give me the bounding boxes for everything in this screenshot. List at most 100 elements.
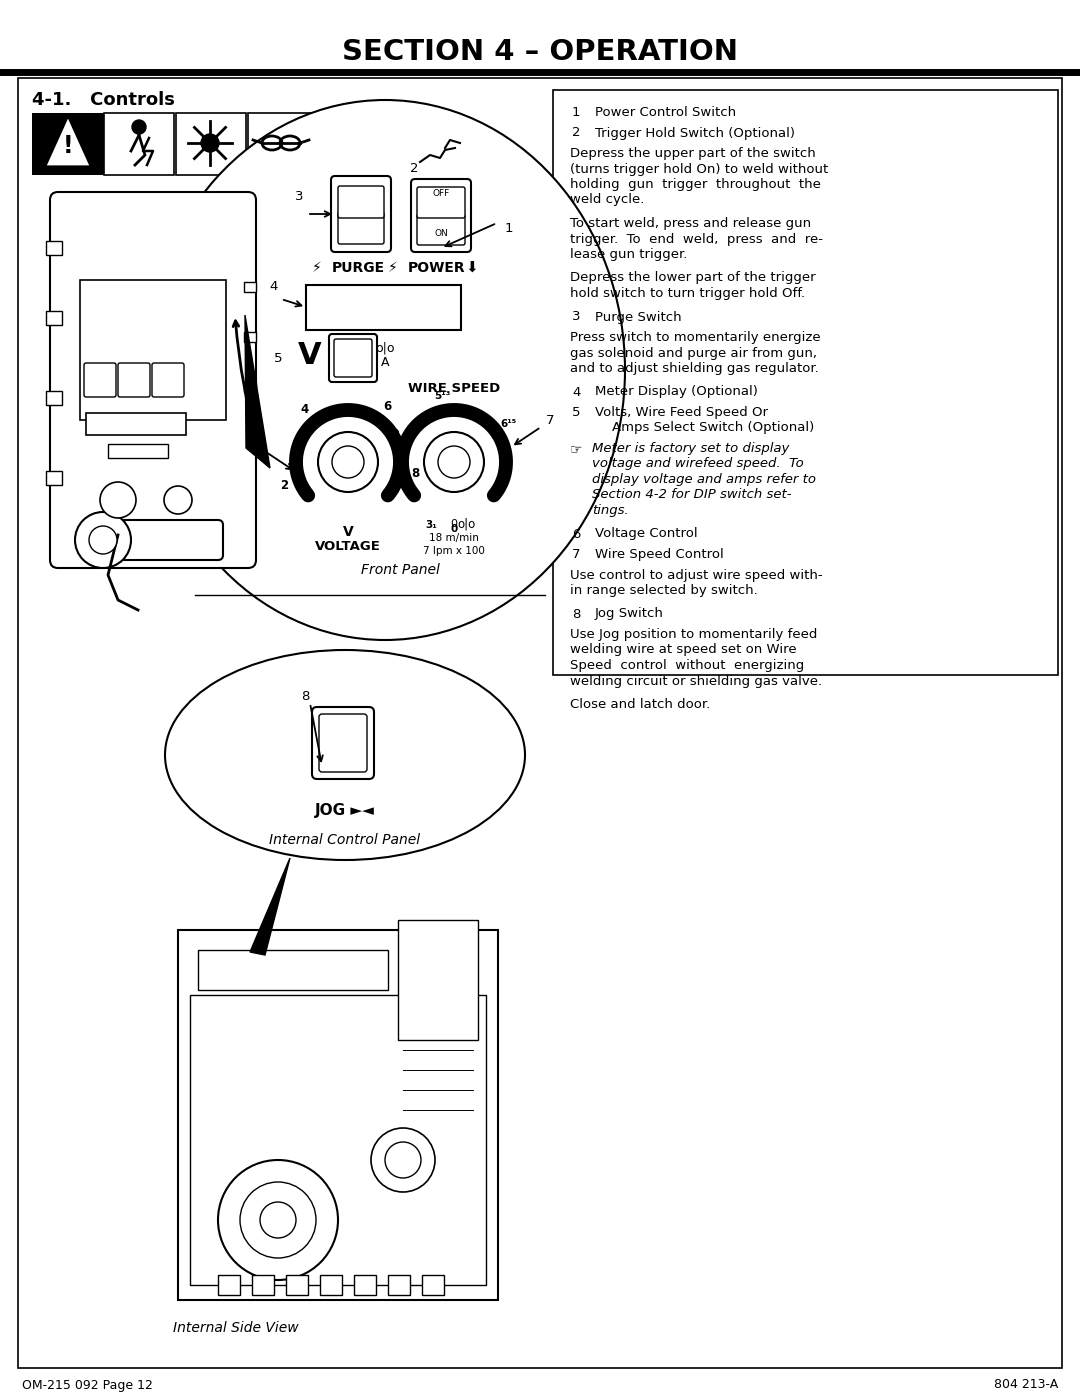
Text: 5: 5	[572, 407, 581, 419]
FancyBboxPatch shape	[83, 520, 222, 560]
Text: voltage and wirefeed speed.  To: voltage and wirefeed speed. To	[592, 457, 804, 471]
Bar	[320, 1275, 342, 1295]
Text: OM-215 092 Page 12: OM-215 092 Page 12	[22, 1379, 153, 1391]
Text: Wire Speed Control: Wire Speed Control	[595, 548, 724, 562]
Text: welding circuit or shielding gas valve.: welding circuit or shielding gas valve.	[570, 675, 822, 687]
Text: 6¹⁵: 6¹⁵	[501, 419, 517, 429]
Text: 6: 6	[572, 528, 580, 541]
Bar	[190, 995, 486, 1285]
Text: lease gun trigger.: lease gun trigger.	[570, 249, 687, 261]
FancyBboxPatch shape	[118, 363, 150, 397]
Text: PURGE: PURGE	[332, 261, 386, 275]
FancyBboxPatch shape	[50, 191, 256, 569]
FancyBboxPatch shape	[417, 187, 465, 218]
Text: Purge Switch: Purge Switch	[595, 310, 681, 324]
Bar	[176, 113, 246, 175]
Text: Jog Switch: Jog Switch	[595, 608, 664, 620]
FancyBboxPatch shape	[152, 363, 184, 397]
Bar	[252, 1275, 274, 1295]
Text: in range selected by switch.: in range selected by switch.	[570, 584, 758, 597]
Text: ⚡: ⚡	[388, 261, 397, 275]
Text: hold switch to turn trigger hold Off.: hold switch to turn trigger hold Off.	[570, 286, 805, 300]
Text: Power Control Switch: Power Control Switch	[595, 106, 737, 119]
FancyBboxPatch shape	[312, 707, 374, 780]
Bar	[80, 279, 226, 420]
Text: !: !	[63, 134, 73, 158]
Text: weld cycle.: weld cycle.	[570, 194, 645, 207]
Bar	[244, 381, 256, 393]
Circle shape	[89, 527, 117, 555]
Circle shape	[260, 1201, 296, 1238]
Text: Use control to adjust wire speed with-: Use control to adjust wire speed with-	[570, 569, 823, 581]
Text: 6: 6	[383, 400, 391, 412]
Bar	[286, 1275, 308, 1295]
Text: Speed  control  without  energizing: Speed control without energizing	[570, 659, 805, 672]
Text: Meter Display (Optional): Meter Display (Optional)	[595, 386, 758, 398]
Text: To start weld, press and release gun: To start weld, press and release gun	[570, 217, 811, 231]
Text: and to adjust shielding gas regulator.: and to adjust shielding gas regulator.	[570, 362, 819, 374]
Text: gas solenoid and purge air from gun,: gas solenoid and purge air from gun,	[570, 346, 816, 359]
Text: Internal Side View: Internal Side View	[173, 1322, 299, 1336]
Text: 7: 7	[572, 548, 581, 562]
Bar	[46, 242, 62, 256]
Text: 1: 1	[572, 106, 581, 119]
Bar	[354, 1275, 376, 1295]
Text: 7 lpm x 100: 7 lpm x 100	[423, 546, 485, 556]
Bar	[32, 113, 104, 175]
Text: 8: 8	[572, 608, 580, 620]
Circle shape	[100, 482, 136, 518]
Text: 6: 6	[254, 436, 262, 448]
Bar	[104, 113, 174, 175]
FancyBboxPatch shape	[330, 176, 391, 251]
Text: 8: 8	[301, 690, 309, 704]
Circle shape	[240, 1182, 316, 1259]
Text: welding wire at speed set on Wire: welding wire at speed set on Wire	[570, 644, 797, 657]
Text: POWER: POWER	[408, 261, 465, 275]
Circle shape	[318, 432, 378, 492]
Text: Press switch to momentarily energize: Press switch to momentarily energize	[570, 331, 821, 344]
Bar	[306, 285, 461, 330]
Text: (turns trigger hold On) to weld without: (turns trigger hold On) to weld without	[570, 162, 828, 176]
Bar	[244, 332, 256, 342]
FancyBboxPatch shape	[329, 334, 377, 381]
Ellipse shape	[165, 650, 525, 861]
Text: 18 m/min: 18 m/min	[429, 534, 478, 543]
Text: WIRE SPEED: WIRE SPEED	[408, 381, 500, 394]
Text: 3: 3	[295, 190, 303, 203]
Bar	[248, 113, 318, 175]
Circle shape	[132, 120, 146, 134]
Text: Voltage Control: Voltage Control	[595, 528, 698, 541]
Bar	[46, 471, 62, 485]
Bar	[218, 1275, 240, 1295]
FancyBboxPatch shape	[338, 186, 384, 218]
FancyBboxPatch shape	[334, 339, 372, 377]
Bar	[108, 444, 168, 458]
Text: Meter is factory set to display: Meter is factory set to display	[592, 441, 789, 455]
Text: display voltage and amps refer to: display voltage and amps refer to	[592, 474, 816, 486]
Polygon shape	[245, 314, 270, 468]
Text: ⬇: ⬇	[465, 260, 477, 275]
Circle shape	[384, 1141, 421, 1178]
Circle shape	[372, 1127, 435, 1192]
Text: 0: 0	[450, 520, 458, 529]
Text: o|o: o|o	[375, 341, 395, 355]
Polygon shape	[249, 858, 291, 956]
Text: 4-1.   Controls: 4-1. Controls	[32, 91, 175, 109]
Bar	[553, 89, 1058, 675]
Text: Depress the upper part of the switch: Depress the upper part of the switch	[570, 147, 815, 161]
Text: Trigger Hold Switch (Optional): Trigger Hold Switch (Optional)	[595, 127, 795, 140]
Text: 8₂: 8₂	[388, 485, 400, 496]
Text: A: A	[381, 355, 389, 369]
Text: 5: 5	[273, 352, 282, 365]
Text: 3: 3	[572, 310, 581, 324]
Text: ☞: ☞	[570, 441, 582, 455]
Text: 4: 4	[270, 281, 278, 293]
Text: Close and latch door.: Close and latch door.	[570, 698, 711, 711]
Circle shape	[164, 486, 192, 514]
Circle shape	[424, 432, 484, 492]
Bar	[46, 312, 62, 326]
Bar	[86, 414, 186, 434]
Bar	[399, 921, 478, 1039]
Text: ⚡: ⚡	[312, 261, 322, 275]
Text: Volts, Wire Feed Speed Or: Volts, Wire Feed Speed Or	[595, 407, 768, 419]
